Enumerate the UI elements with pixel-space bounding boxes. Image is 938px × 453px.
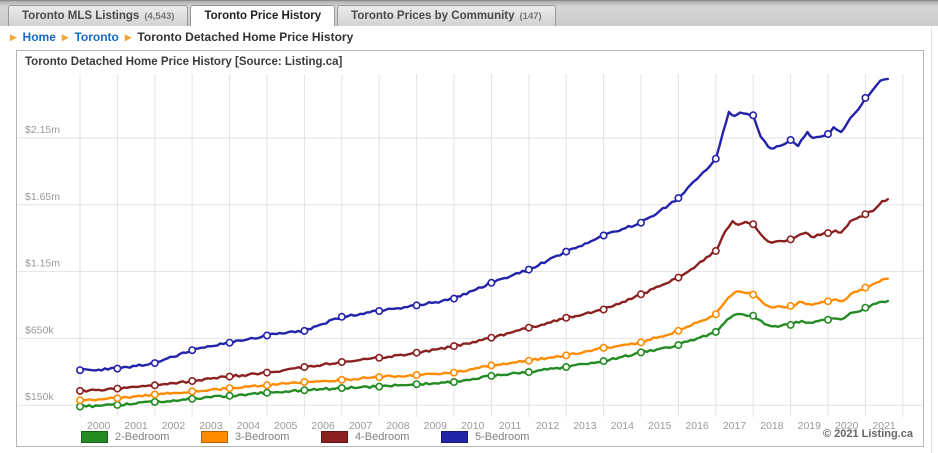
svg-text:$650k: $650k bbox=[25, 324, 54, 336]
svg-text:2016: 2016 bbox=[685, 420, 709, 432]
svg-text:2005: 2005 bbox=[274, 420, 298, 432]
svg-text:2010: 2010 bbox=[461, 420, 485, 432]
tab-bar: Toronto MLS Listings (4,543) Toronto Pri… bbox=[0, 0, 938, 26]
legend-swatch-icon bbox=[201, 431, 228, 443]
svg-text:2020: 2020 bbox=[835, 420, 859, 432]
breadcrumb: ▶ Home ▶ Toronto ▶ Toronto Detached Home… bbox=[10, 30, 353, 44]
svg-text:2017: 2017 bbox=[723, 420, 747, 432]
legend-label: 3-Bedroom bbox=[235, 431, 290, 443]
svg-text:2013: 2013 bbox=[573, 420, 597, 432]
chart-legend: 2-Bedroom 3-Bedroom 4-Bedroom 5-Bedroom bbox=[81, 431, 561, 443]
breadcrumb-current-page: Toronto Detached Home Price History bbox=[137, 30, 354, 44]
legend-item-5-bedroom: 5-Bedroom bbox=[441, 431, 561, 443]
svg-text:2011: 2011 bbox=[499, 420, 522, 432]
legend-swatch-icon bbox=[441, 431, 468, 443]
chart-panel: $2.15m $1.65m $1.15m $650k $150k 2000 2001 2002… bbox=[16, 50, 924, 447]
copyright-notice: © 2021 Listing.ca bbox=[822, 428, 913, 440]
tab-label: Toronto Price History bbox=[204, 10, 322, 22]
svg-text:$1.15m: $1.15m bbox=[25, 258, 60, 270]
svg-text:2006: 2006 bbox=[311, 420, 335, 432]
svg-text:2019: 2019 bbox=[798, 420, 822, 432]
legend-label: 2-Bedroom bbox=[115, 431, 170, 443]
svg-text:2008: 2008 bbox=[386, 420, 410, 432]
chart-plot-area[interactable]: $2.15m $1.65m $1.15m $650k $150k 2000 2001 2002… bbox=[17, 51, 923, 446]
legend-swatch-icon bbox=[321, 431, 348, 443]
chart-title: Toronto Detached Home Price History [Sou… bbox=[25, 56, 343, 68]
svg-text:2009: 2009 bbox=[424, 420, 448, 432]
tab-toronto-price-history[interactable]: Toronto Price History bbox=[190, 5, 336, 26]
svg-text:2007: 2007 bbox=[349, 420, 373, 432]
svg-text:2018: 2018 bbox=[760, 420, 784, 432]
svg-text:2021: 2021 bbox=[872, 420, 896, 432]
tab-count-badge: (4,543) bbox=[144, 11, 175, 22]
svg-text:2014: 2014 bbox=[611, 420, 635, 432]
legend-item-3-bedroom: 3-Bedroom bbox=[201, 431, 321, 443]
svg-text:$2.15m: $2.15m bbox=[25, 124, 60, 136]
svg-text:2001: 2001 bbox=[124, 420, 148, 432]
breadcrumb-arrow-icon: ▶ bbox=[10, 31, 17, 42]
breadcrumb-link-home[interactable]: Home bbox=[22, 30, 56, 44]
tab-toronto-mls-listings[interactable]: Toronto MLS Listings (4,543) bbox=[8, 5, 189, 26]
svg-text:2004: 2004 bbox=[237, 420, 261, 432]
legend-label: 5-Bedroom bbox=[475, 431, 530, 443]
svg-text:$1.65m: $1.65m bbox=[25, 191, 60, 203]
legend-item-2-bedroom: 2-Bedroom bbox=[81, 431, 201, 443]
svg-text:2003: 2003 bbox=[199, 420, 223, 432]
tab-label: Toronto Prices by Community bbox=[351, 10, 515, 22]
breadcrumb-arrow-icon: ▶ bbox=[124, 31, 132, 42]
page-edge-divider bbox=[931, 27, 932, 453]
svg-text:2015: 2015 bbox=[648, 420, 672, 432]
svg-text:2000: 2000 bbox=[87, 420, 111, 432]
legend-swatch-icon bbox=[81, 431, 108, 443]
tab-count-badge: (147) bbox=[519, 11, 542, 22]
tab-toronto-prices-by-community[interactable]: Toronto Prices by Community (147) bbox=[337, 5, 556, 26]
legend-item-4-bedroom: 4-Bedroom bbox=[321, 431, 441, 443]
legend-label: 4-Bedroom bbox=[355, 431, 410, 443]
breadcrumb-link-toronto[interactable]: Toronto bbox=[74, 30, 119, 44]
tab-label: Toronto MLS Listings bbox=[22, 10, 140, 22]
svg-text:2002: 2002 bbox=[162, 420, 186, 432]
breadcrumb-arrow-icon: ▶ bbox=[61, 31, 69, 42]
svg-text:2012: 2012 bbox=[536, 420, 560, 432]
svg-text:$150k: $150k bbox=[25, 391, 54, 403]
